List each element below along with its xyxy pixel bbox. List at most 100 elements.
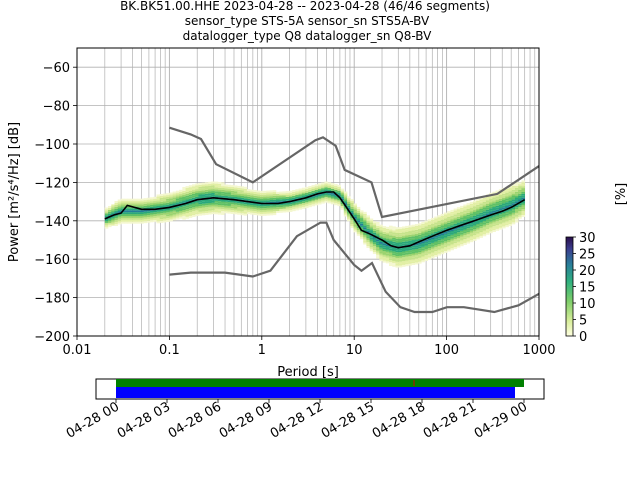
histogram-cell — [127, 212, 131, 215]
histogram-cell — [240, 211, 244, 214]
histogram-cell — [356, 214, 361, 217]
histogram-cell — [392, 228, 396, 231]
histogram-cell — [185, 191, 190, 194]
histogram-cell — [466, 231, 471, 234]
histogram-cell — [482, 209, 487, 212]
histogram-cell — [366, 230, 370, 233]
histogram-cell — [150, 216, 154, 219]
histogram-cell — [424, 222, 429, 225]
histogram-cell — [395, 240, 400, 243]
histogram-cell — [169, 209, 173, 212]
histogram-cell — [120, 204, 125, 207]
histogram-cell — [369, 222, 374, 225]
histogram-cell — [369, 237, 374, 240]
histogram-cell — [340, 194, 345, 197]
histogram-cell — [150, 212, 154, 215]
histogram-cell — [221, 188, 225, 190]
histogram-cell — [411, 241, 416, 244]
histogram-cell — [460, 226, 464, 229]
histogram-cell — [398, 227, 403, 230]
histogram-cell — [127, 202, 131, 205]
histogram-cell — [204, 187, 209, 190]
histogram-cell — [269, 203, 274, 206]
histogram-cell — [272, 209, 277, 212]
histogram-cell — [434, 228, 438, 231]
histogram-cell — [443, 218, 448, 221]
histogram-cell — [224, 196, 228, 198]
histogram-cell — [192, 190, 196, 193]
histogram-cell — [188, 190, 193, 193]
histogram-cell — [437, 242, 442, 245]
histogram-cell — [440, 219, 445, 222]
histogram-cell — [182, 213, 186, 216]
histogram-cell — [156, 200, 161, 203]
histogram-cell — [379, 255, 383, 258]
histogram-cell — [337, 200, 341, 203]
histogram-cell — [208, 189, 212, 192]
histogram-cell — [424, 226, 429, 229]
histogram-cell — [317, 196, 322, 199]
histogram-cell — [298, 194, 303, 197]
histogram-cell — [237, 185, 241, 188]
histogram-cell — [392, 249, 396, 252]
histogram-cell — [521, 182, 525, 185]
histogram-cell — [514, 185, 519, 188]
histogram-cell — [266, 205, 270, 208]
histogram-cell — [324, 200, 328, 203]
histogram-cell — [443, 235, 448, 238]
histogram-cell — [185, 216, 190, 219]
histogram-cell — [237, 191, 241, 194]
histogram-cell — [217, 185, 222, 188]
histogram-cell — [492, 222, 496, 225]
histogram-cell — [434, 230, 438, 232]
histogram-cell — [175, 192, 180, 195]
histogram-cell — [485, 230, 490, 233]
histogram-cell — [376, 250, 380, 253]
histogram-cell — [421, 241, 425, 244]
histogram-cell — [230, 206, 235, 209]
histogram-cell — [188, 210, 193, 213]
histogram-cell — [195, 212, 199, 215]
histogram-cell — [240, 197, 244, 200]
histogram-cell — [453, 210, 458, 213]
histogram-cell — [214, 191, 219, 194]
histogram-cell — [482, 215, 487, 218]
histogram-cell — [482, 234, 487, 237]
histogram-cell — [330, 200, 335, 203]
histogram-cell — [431, 229, 435, 232]
histogram-cell — [104, 219, 109, 221]
histogram-cell — [182, 217, 186, 220]
histogram-cell — [456, 222, 461, 225]
histogram-cell — [479, 230, 483, 233]
histogram-cell — [405, 241, 409, 244]
histogram-cell — [514, 189, 519, 192]
histogram-cell — [508, 208, 513, 211]
histogram-cell — [188, 192, 193, 195]
histogram-cell — [298, 200, 303, 202]
histogram-cell — [279, 208, 283, 211]
histogram-cell — [214, 195, 219, 198]
histogram-cell — [469, 240, 474, 243]
histogram-cell — [198, 206, 203, 208]
histogram-cell — [108, 211, 112, 214]
histogram-cell — [466, 235, 471, 238]
histogram-cell — [508, 210, 513, 213]
histogram-cell — [179, 199, 183, 202]
histogram-cell — [514, 182, 519, 185]
histogram-cell — [240, 209, 244, 212]
histogram-cell — [466, 207, 471, 209]
histogram-cell — [120, 202, 125, 205]
histogram-cell — [275, 209, 280, 212]
histogram-cell — [408, 236, 412, 239]
histogram-cell — [208, 185, 212, 188]
histogram-cell — [424, 251, 429, 254]
histogram-cell — [279, 195, 283, 198]
histogram-cell — [311, 192, 316, 195]
histogram-cell — [143, 205, 148, 208]
histogram-cell — [359, 225, 364, 228]
histogram-cell — [492, 203, 496, 206]
histogram-cell — [427, 238, 432, 241]
histogram-cell — [356, 218, 361, 221]
histogram-cell — [266, 192, 270, 195]
x-tick-label: 1000 — [522, 343, 555, 358]
